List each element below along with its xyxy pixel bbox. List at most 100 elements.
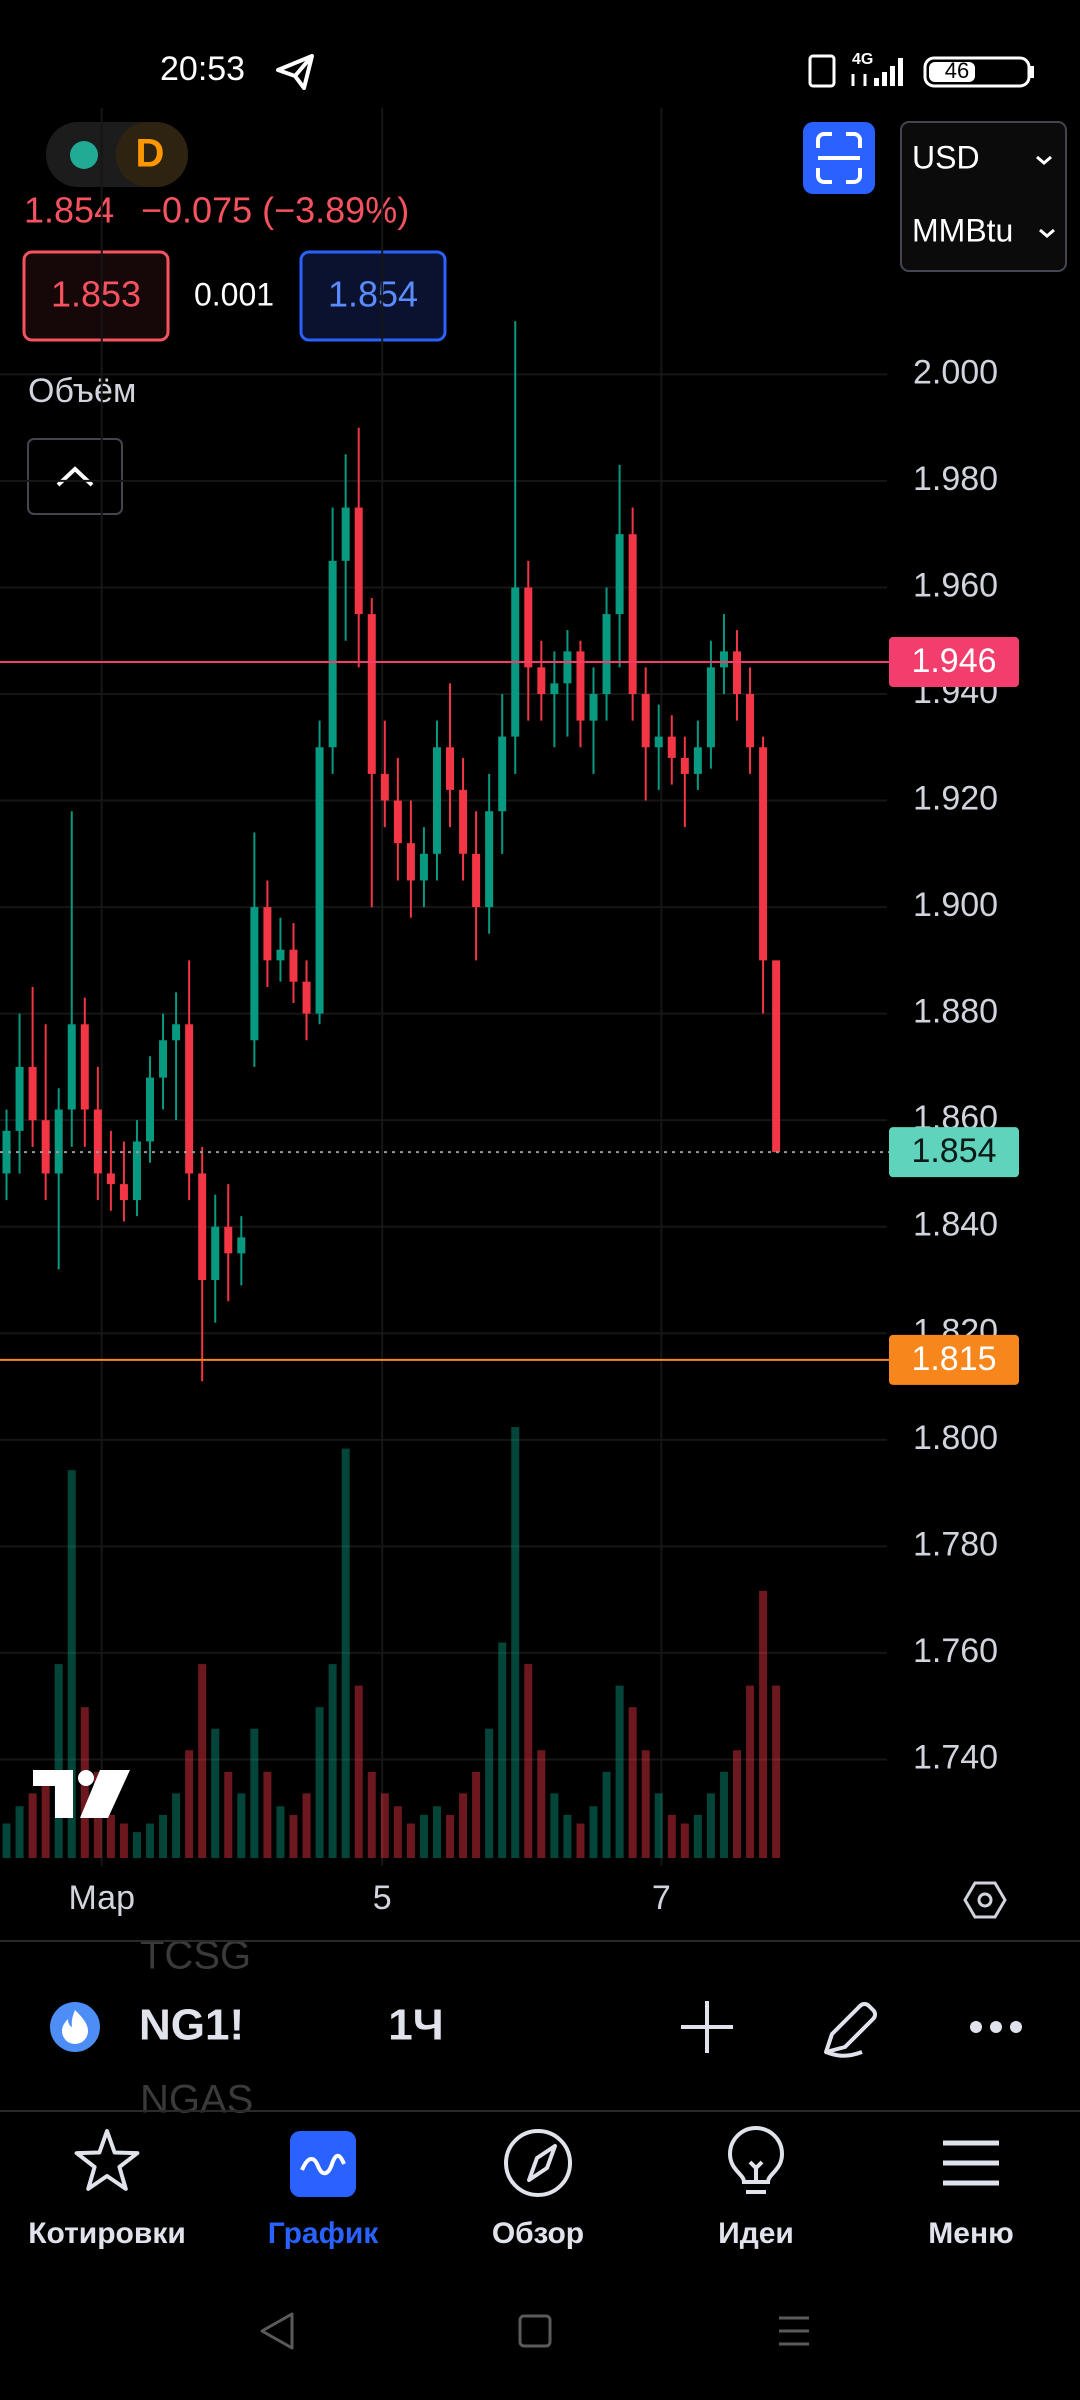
nav-ideas[interactable] — [727, 2126, 785, 2184]
nav-labels: Котировки График Обзор Идеи Меню — [28, 2217, 1014, 2250]
nav-menu[interactable] — [943, 2140, 999, 2186]
draw-button[interactable] — [824, 2002, 877, 2058]
volume-bar — [472, 1771, 481, 1858]
fullscreen-button[interactable] — [803, 122, 875, 194]
interval[interactable]: 1Ч — [388, 2001, 443, 2050]
battery-icon — [923, 56, 1031, 88]
tradingview-logo — [80, 1770, 130, 1818]
volume-bar — [419, 1814, 428, 1858]
candle-body — [550, 683, 559, 694]
sell-button[interactable]: 1.853 — [22, 250, 170, 342]
sell-button[interactable] — [22, 250, 170, 342]
volume-bar — [759, 1590, 768, 1858]
system-back[interactable] — [260, 2312, 294, 2350]
candle-body — [732, 651, 741, 694]
candle-body — [576, 651, 585, 721]
nav-label[interactable]: Идеи — [718, 2217, 794, 2250]
candle-body — [263, 907, 272, 961]
battery-percent: 46 — [945, 58, 969, 83]
candle-body — [119, 1184, 128, 1201]
volume-bar — [746, 1685, 755, 1858]
symbol-button[interactable] — [62, 2010, 88, 2044]
nav-explore[interactable] — [527, 2144, 557, 2182]
system-recents[interactable] — [779, 2316, 809, 2346]
candle-body — [54, 1109, 63, 1174]
nav-chart[interactable] — [290, 2131, 356, 2197]
candle-body — [250, 907, 259, 1041]
unit-dropdown[interactable]: USD MMBtu — [900, 121, 1067, 272]
nav-chart[interactable] — [300, 2153, 346, 2176]
signal-icon — [874, 58, 903, 86]
fullscreen-button[interactable] — [816, 132, 862, 184]
volume-bar — [719, 1771, 728, 1858]
nav-ideas[interactable] — [746, 2160, 766, 2194]
signal-icon — [890, 66, 895, 86]
nav-label[interactable]: График — [268, 2217, 380, 2250]
more-button[interactable] — [1010, 2021, 1022, 2033]
unit-dropdown[interactable] — [900, 121, 1067, 272]
settings-button[interactable] — [977, 1892, 993, 1908]
symbol-pill[interactable] — [116, 122, 188, 187]
system-home[interactable] — [518, 2314, 552, 2348]
settings-button[interactable] — [963, 1881, 1007, 1919]
buy-price[interactable]: 1.854 — [328, 274, 418, 315]
settings-button[interactable] — [963, 1881, 1007, 1919]
y-tick-label: 1.920 — [913, 780, 998, 818]
nav-watchlist[interactable] — [74, 2129, 140, 2191]
price-axis: 1.7401.7601.7801.8001.8201.8401.8601.880… — [913, 353, 998, 1776]
more-button[interactable] — [970, 2021, 1022, 2033]
unit-dropdown[interactable] — [1039, 228, 1055, 238]
more-button[interactable] — [990, 2021, 1002, 2033]
candle-body — [106, 1173, 115, 1185]
volume-bar — [263, 1771, 272, 1858]
candle-body — [628, 534, 637, 694]
volume-bar — [159, 1814, 168, 1858]
x-tick-label: 5 — [373, 1879, 392, 1917]
nav-label[interactable]: Меню — [928, 2217, 1013, 2250]
nav-label[interactable]: Обзор — [492, 2217, 584, 2250]
y-tick-label: 1.900 — [913, 886, 998, 924]
candle-body — [432, 747, 441, 854]
nav-explore[interactable] — [504, 2129, 572, 2197]
volume-bar — [406, 1823, 415, 1858]
volume-bar — [185, 1750, 194, 1858]
unit[interactable]: MMBtu — [912, 212, 1013, 248]
nav-watchlist[interactable] — [74, 2129, 140, 2191]
separator — [0, 1940, 1080, 1942]
nav-chart[interactable] — [290, 2131, 356, 2197]
nav-label[interactable]: Котировки — [28, 2217, 186, 2250]
nav-menu[interactable] — [943, 2140, 999, 2186]
volume-pane — [2, 1427, 781, 1858]
symbol-pill[interactable]: D — [46, 122, 188, 187]
telegram-icon — [276, 54, 314, 90]
volume-bar — [237, 1793, 246, 1858]
candle-body — [2, 1130, 11, 1174]
buy-button[interactable] — [299, 250, 447, 342]
nav-explore[interactable] — [504, 2129, 572, 2197]
status-bar: 20:53 4G 46 — [160, 50, 1034, 90]
candle-body — [28, 1066, 37, 1121]
symbol-button[interactable]: NG1! — [50, 2001, 244, 2052]
volume-bar — [432, 1806, 441, 1858]
more-button[interactable] — [970, 2021, 982, 2033]
add-button[interactable] — [681, 2001, 733, 2053]
symbol[interactable]: NG1! — [139, 2001, 244, 2050]
collapse-button[interactable] — [56, 466, 94, 487]
nav-ideas[interactable] — [727, 2126, 785, 2194]
sell-price[interactable]: 1.853 — [51, 274, 141, 315]
currency[interactable]: USD — [912, 139, 980, 175]
symbol-pill[interactable] — [70, 141, 98, 169]
collapse-button[interactable] — [27, 438, 123, 515]
tradingview-logo — [78, 1770, 94, 1786]
volume-bar — [628, 1707, 637, 1858]
unit-dropdown[interactable] — [1036, 155, 1052, 165]
candle-body — [367, 614, 376, 774]
buy-button[interactable]: 1.854 — [299, 250, 447, 342]
candle-body — [380, 773, 389, 801]
volume-bar — [250, 1728, 259, 1858]
collapse-button[interactable] — [27, 438, 123, 515]
volume-bar — [172, 1793, 181, 1858]
signal-icon — [882, 72, 887, 86]
